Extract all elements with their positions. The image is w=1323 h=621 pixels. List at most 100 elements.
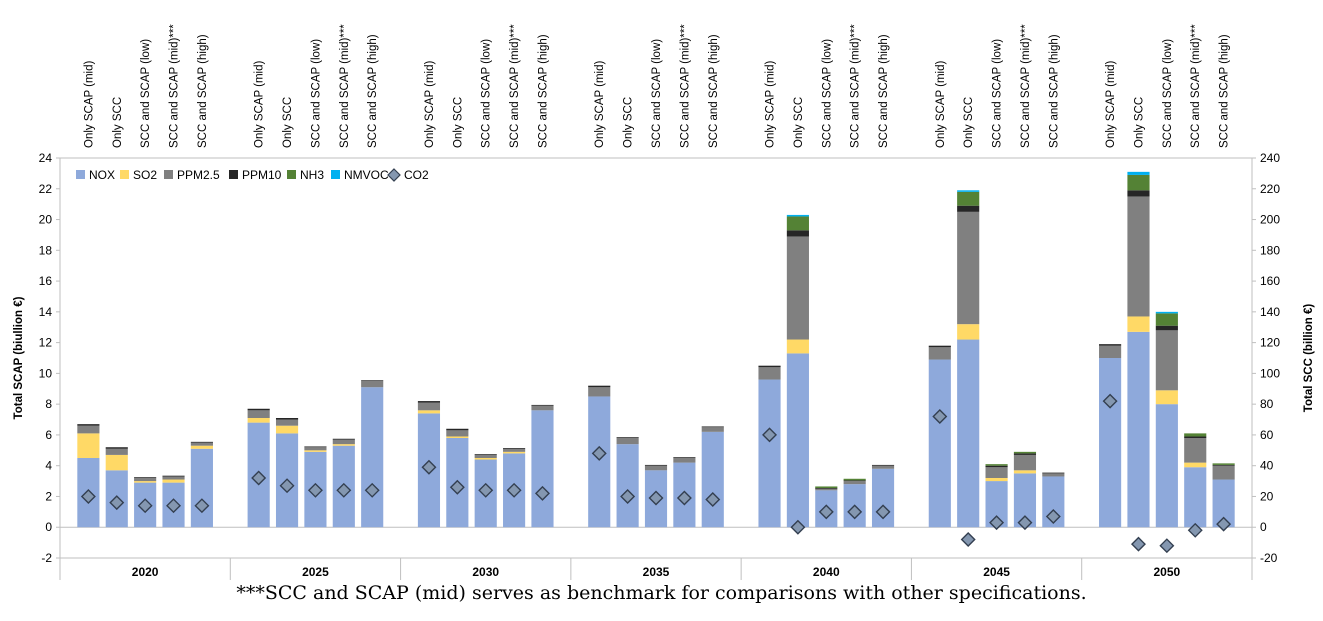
legend-swatch [387,168,401,182]
bar-segment [588,387,611,397]
bar-segment [1127,196,1150,317]
bar-segment [786,339,809,354]
legend-label: NOX [89,168,115,182]
bar-segment [190,445,213,449]
bar-segment [474,454,497,458]
y2-tick-label: 160 [1260,274,1280,288]
bar-segment [957,205,980,212]
bar-segment [758,365,781,368]
bar-segment [786,216,809,231]
y-axis-label: Total SCAP (biullion €) [13,296,25,419]
bar-segment [815,488,838,491]
co2-marker [591,445,607,461]
bar-segment [928,347,951,360]
scenario-label: SCC and SCAP (high) [1048,34,1060,148]
co2-marker [364,482,380,498]
y2-tick-label: 80 [1260,397,1274,411]
bar-segment [673,457,696,458]
y-tick-label: 22 [39,182,53,196]
bar-segment [417,410,441,414]
bar-segment [673,458,696,463]
y-tick-label: 10 [39,366,53,380]
bar-segment [957,324,980,340]
bar-segment [957,191,980,206]
bar-segment [786,353,809,528]
y2-tick-label: 120 [1260,336,1280,350]
bar-segment [503,451,526,454]
scenario-label: Only SCC [963,97,975,148]
y2-tick-label: 60 [1260,428,1274,442]
y-tick-label: 6 [45,428,52,442]
co2-marker [1216,516,1232,532]
bar-segment [1184,436,1207,438]
year-label: 2030 [472,565,499,579]
co2-marker [336,482,352,498]
legend: NOX SO2 PPM2.5 PPM10 NH3 NMVOC CO2 [76,168,429,182]
bar-segment [1155,404,1178,528]
bar-segment [1127,174,1150,191]
bar-segment [1212,463,1235,465]
legend-label: NH3 [300,168,324,182]
bar-segment [361,381,384,388]
y-tick-label: 0 [45,520,52,534]
bar-segment [871,465,895,469]
bar-segment [190,441,213,443]
bar-segment [247,410,270,418]
scenario-label: Only SCAP (mid) [83,60,95,148]
bar-segment [701,427,724,432]
bar-segment [275,419,299,426]
y-tick-label: 14 [39,305,53,319]
y-tick-label: 16 [39,274,53,288]
bar-segment [985,481,1008,528]
y2-tick-label: -20 [1260,551,1278,565]
scenario-label: SCC and SCAP (high) [1219,34,1231,148]
bar-segment [105,454,128,471]
legend-swatch [287,170,296,179]
year-label: 2035 [643,565,670,579]
bar-segment [1184,462,1207,468]
bar-segment [1013,454,1037,471]
bar-segment [190,448,213,528]
bar-segment [77,433,100,458]
co2-marker [478,482,494,498]
scenario-label: SCC and SCAP (low) [651,39,663,148]
bar-segment [247,408,270,411]
bar-segment [758,367,781,380]
bar-segment [701,426,724,428]
bar-segment [190,442,213,446]
bar-segment [588,396,611,528]
bar-segment [957,211,980,325]
co2-marker [449,479,465,495]
scenario-label: SCC and SCAP (high) [708,34,720,148]
y2-tick-label: 140 [1260,305,1280,319]
legend-label: PPM10 [242,168,282,182]
bar-segment [1184,438,1207,463]
co2-marker [307,482,323,498]
co2-marker [251,470,267,486]
bar-segment [1155,313,1178,326]
emissions-cost-chart: Only SCAP (mid) Only SCC SCC and SCAP (low… [13,24,1315,580]
scenario-label: Only SCAP (mid) [1105,60,1117,148]
scenario-label: Only SCC [1133,97,1145,148]
scenario-label: SCC and SCAP (low) [821,39,833,148]
scenario-label: SCC and SCAP (high) [878,34,890,148]
year-label: 2020 [132,565,159,579]
bar-segment [1212,464,1235,466]
bar-segment [474,458,497,460]
y-tick-label: 8 [45,397,52,411]
bar-segment [1212,465,1235,480]
bar-segment [1155,311,1178,314]
bar-segment [1127,171,1150,175]
bar-segment [446,436,469,438]
bar-segment [1013,453,1037,455]
bar-segment [503,448,526,452]
bar-segment [77,424,100,426]
co2-marker [989,515,1005,531]
bar-segment [843,480,866,482]
bar-segment [1013,470,1037,474]
bar-segment [474,454,497,455]
co2-marker [932,408,948,424]
bar-segment [786,236,809,340]
co2-marker [1130,536,1146,552]
bar-segment [134,481,157,483]
